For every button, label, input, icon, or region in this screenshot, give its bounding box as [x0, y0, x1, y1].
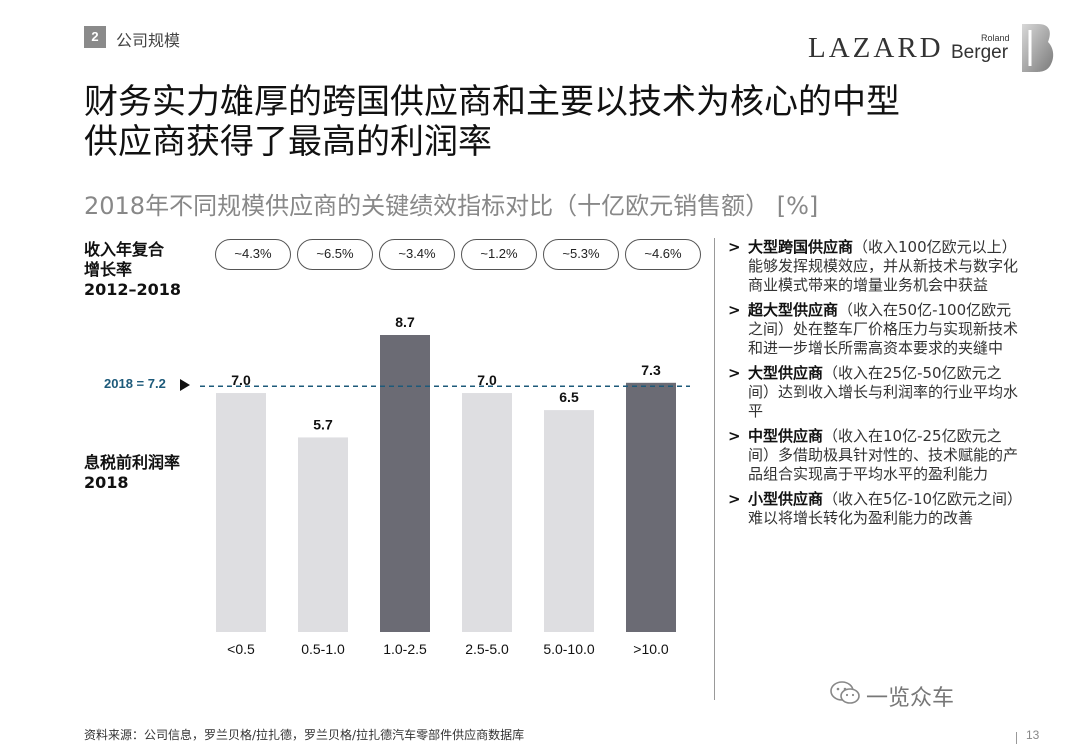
- ebit-label-line-1: 息税前利润率: [84, 453, 181, 472]
- note-term: 中型供应商: [748, 427, 824, 445]
- bar-value-label-2: 8.7: [395, 314, 415, 330]
- cagr-label-line-3: 2012–2018: [84, 280, 182, 299]
- note-bullet: >: [728, 301, 741, 319]
- cagr-label: 收入年复合 增长率 2012–2018: [84, 240, 181, 300]
- ebit-bar-chart: 7.0 <0.5 5.7 0.5-1.0 8.7 1.0-2.5 7.0 2.5-5.0 6.5…: [200, 314, 690, 657]
- bar-value-label-4: 6.5: [559, 389, 579, 405]
- note-bullet: >: [728, 364, 741, 382]
- cagr-pill-5: ~4.6%: [625, 239, 701, 270]
- page-title-line-2: 供应商获得了最高的利润率: [84, 122, 492, 162]
- cagr-pill-2: ~3.4%: [379, 239, 455, 270]
- note-item: > 大型供应商（收入在25亿-50亿欧元之间）达到收入增长与利润率的行业平均水平: [728, 364, 1018, 421]
- note-term: 大型跨国供应商: [748, 238, 854, 256]
- x-tick-label-1: 0.5-1.0: [301, 641, 345, 657]
- bar-1: [298, 437, 348, 632]
- chart-subtitle: 2018年不同规模供应商的关键绩效指标对比（十亿欧元销售额） [%]: [84, 192, 819, 220]
- bar-value-label-5: 7.3: [641, 362, 661, 378]
- bar-4: [544, 410, 594, 632]
- bar-0: [216, 393, 266, 632]
- roland-berger-logo-small: Roland: [981, 33, 1010, 43]
- watermark-text: 一览众车: [866, 686, 955, 711]
- reference-arrow-icon: [180, 379, 190, 391]
- bar-5: [626, 382, 676, 632]
- note-text: （收入在10亿-25亿欧元之间）多借助极具针对性的、技术赋能的产品组合实现高于平…: [748, 427, 1019, 483]
- x-tick-label-3: 2.5-5.0: [465, 641, 509, 657]
- ebit-label-line-2: 2018: [84, 473, 129, 492]
- lazard-logo: LAZARD: [808, 32, 944, 64]
- vertical-divider: [714, 238, 715, 700]
- note-term: 大型供应商: [748, 364, 824, 382]
- note-bullet: >: [728, 490, 741, 508]
- note-item: > 超大型供应商（收入在50亿-100亿欧元之间）处在整车厂价格压力与实现新技术…: [728, 301, 1018, 358]
- bar-3: [462, 393, 512, 632]
- bar-value-label-1: 5.7: [313, 416, 333, 432]
- cagr-pill-3: ~1.2%: [461, 239, 537, 270]
- cagr-pill-0: ~4.3%: [215, 239, 291, 270]
- cagr-label-line-1: 收入年复合: [84, 240, 165, 259]
- x-tick-label-0: <0.5: [227, 641, 255, 657]
- note-item: > 小型供应商（收入在5亿-10亿欧元之间）难以将增长转化为盈利能力的改善: [728, 490, 1018, 528]
- notes-list: > 大型跨国供应商（收入100亿欧元以上）能够发挥规模效应，并从新技术与数字化商…: [728, 238, 1018, 534]
- ebit-label: 息税前利润率 2018: [84, 453, 180, 493]
- page-title: 财务实力雄厚的跨国供应商和主要以技术为核心的中型 供应商获得了最高的利润率: [84, 82, 900, 162]
- section-title: 公司规模: [116, 31, 181, 50]
- roland-berger-logo-text: Berger: [951, 42, 1009, 63]
- x-tick-label-2: 1.0-2.5: [383, 641, 427, 657]
- note-text: （收入在50亿-100亿欧元之间）处在整车厂价格压力与实现新技术和进一步增长所需…: [748, 301, 1019, 357]
- page-title-line-1: 财务实力雄厚的跨国供应商和主要以技术为核心的中型: [84, 82, 900, 122]
- note-bullet: >: [728, 238, 741, 256]
- bar-value-label-0: 7.0: [231, 372, 251, 388]
- wechat-icon: [830, 681, 860, 704]
- x-tick-label-5: >10.0: [633, 641, 669, 657]
- note-text: （收入在25亿-50亿欧元之间）达到收入增长与利润率的行业平均水平: [748, 364, 1019, 420]
- bar-value-label-3: 7.0: [477, 372, 497, 388]
- note-bullet: >: [728, 427, 741, 445]
- reference-label: 2018 = 7.2: [104, 376, 166, 391]
- footer-source: 资料来源：公司信息，罗兰贝格/拉扎德，罗兰贝格/拉扎德汽车零部件供应商数据库: [84, 728, 525, 742]
- note-term: 超大型供应商: [748, 301, 839, 319]
- x-tick-label-4: 5.0-10.0: [543, 641, 595, 657]
- cagr-pill-4: ~5.3%: [543, 239, 619, 270]
- cagr-label-line-2: 增长率: [84, 260, 133, 279]
- page-number: 13: [1026, 728, 1040, 742]
- cagr-pill-1: ~6.5%: [297, 239, 373, 270]
- roland-berger-b-icon: [1022, 24, 1054, 72]
- note-text: （收入100亿欧元以上）能够发挥规模效应，并从新技术与数字化商业模式带来的增量业…: [748, 238, 1019, 294]
- note-term: 小型供应商: [748, 490, 824, 508]
- bar-2: [380, 335, 430, 632]
- note-item: > 大型跨国供应商（收入100亿欧元以上）能够发挥规模效应，并从新技术与数字化商…: [728, 238, 1018, 295]
- note-item: > 中型供应商（收入在10亿-25亿欧元之间）多借助极具针对性的、技术赋能的产品…: [728, 427, 1018, 484]
- page-separator: [1016, 732, 1017, 744]
- note-text: （收入在5亿-10亿欧元之间）难以将增长转化为盈利能力的改善: [748, 490, 1015, 527]
- section-number: 2: [84, 26, 106, 48]
